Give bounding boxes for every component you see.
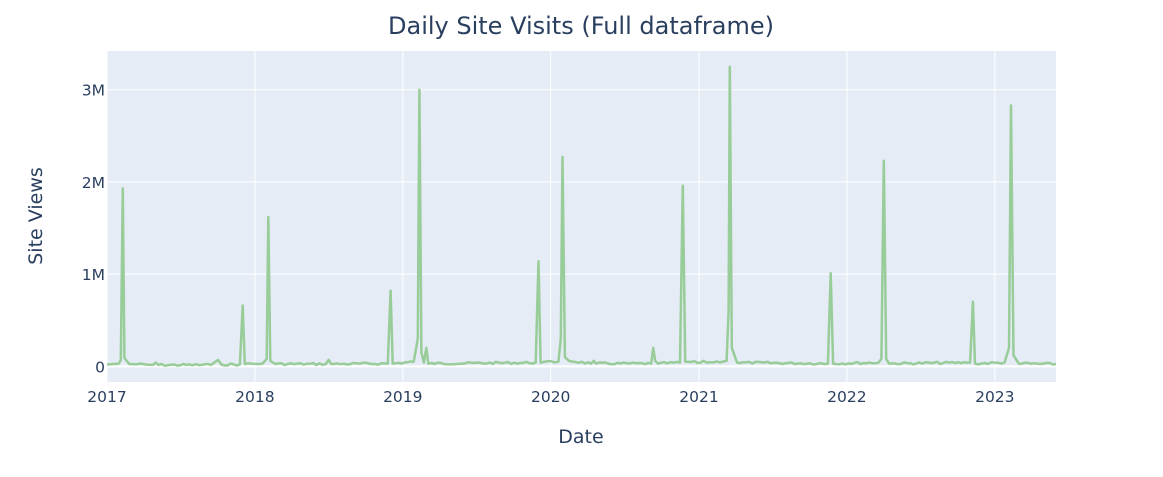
x-tick-label: 2019 (383, 388, 422, 406)
y-axis-title: Site Views (25, 167, 47, 265)
y-tick-label: 2M (82, 174, 105, 192)
series-line (106, 65, 1057, 368)
y-tick-label: 0 (95, 358, 105, 376)
y-tick-label: 3M (82, 82, 105, 100)
y-tick-label: 1M (82, 266, 105, 284)
grid-lines (106, 51, 1056, 382)
plot-background (107, 51, 1056, 382)
tick-labels: 2017 2018 2019 2020 2021 2022 2023 0 1M 2M 3M (82, 82, 1015, 406)
x-axis-title: Date (558, 426, 603, 448)
chart-title: Daily Site Visits (Full dataframe) (388, 12, 774, 40)
x-tick-label: 2018 (235, 388, 274, 406)
x-tick-label: 2021 (679, 388, 718, 406)
x-tick-label: 2017 (87, 388, 126, 406)
x-tick-label: 2020 (531, 388, 570, 406)
x-tick-label: 2023 (975, 388, 1014, 406)
x-tick-label: 2022 (827, 388, 866, 406)
